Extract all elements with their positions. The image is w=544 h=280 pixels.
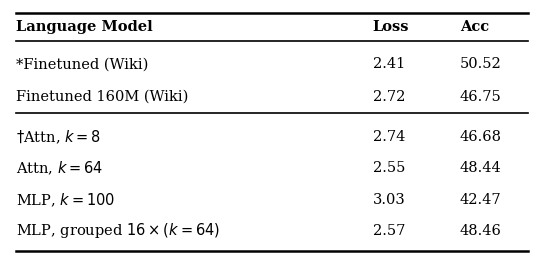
Text: 48.46: 48.46 (460, 224, 502, 238)
Text: 50.52: 50.52 (460, 57, 502, 71)
Text: 2.74: 2.74 (373, 130, 405, 144)
Text: *Finetuned (Wiki): *Finetuned (Wiki) (16, 57, 149, 71)
Text: 2.57: 2.57 (373, 224, 405, 238)
Text: MLP, grouped $16 \times (k = 64)$: MLP, grouped $16 \times (k = 64)$ (16, 221, 220, 241)
Text: Loss: Loss (373, 20, 409, 34)
Text: 2.72: 2.72 (373, 90, 405, 104)
Text: Finetuned 160M (Wiki): Finetuned 160M (Wiki) (16, 90, 189, 104)
Text: Language Model: Language Model (16, 20, 153, 34)
Text: 2.41: 2.41 (373, 57, 405, 71)
Text: Acc: Acc (460, 20, 489, 34)
Text: MLP, $k = 100$: MLP, $k = 100$ (16, 192, 115, 209)
Text: $\dagger$Attn, $k = 8$: $\dagger$Attn, $k = 8$ (16, 129, 101, 146)
Text: Attn, $k = 64$: Attn, $k = 64$ (16, 159, 103, 177)
Text: 2.55: 2.55 (373, 161, 405, 175)
Text: 42.47: 42.47 (460, 193, 502, 207)
Text: 46.68: 46.68 (460, 130, 502, 144)
Text: 48.44: 48.44 (460, 161, 502, 175)
Text: 3.03: 3.03 (373, 193, 405, 207)
Text: 46.75: 46.75 (460, 90, 502, 104)
